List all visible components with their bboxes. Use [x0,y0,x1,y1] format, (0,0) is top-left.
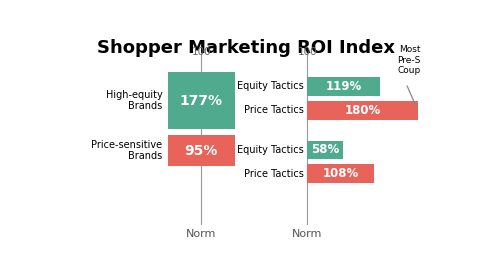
Text: Shopper Marketing ROI Index: Shopper Marketing ROI Index [97,39,395,57]
Text: 100: 100 [192,47,211,57]
FancyBboxPatch shape [307,164,373,183]
Text: 180%: 180% [345,104,381,117]
FancyBboxPatch shape [307,101,418,120]
Text: Price Tactics: Price Tactics [244,169,304,179]
Text: Price Tactics: Price Tactics [244,105,304,115]
FancyBboxPatch shape [168,135,235,166]
Text: Norm: Norm [292,229,323,239]
Text: 100: 100 [298,47,317,57]
Text: 95%: 95% [185,144,218,158]
FancyBboxPatch shape [168,72,235,129]
Text: 177%: 177% [180,93,223,107]
FancyBboxPatch shape [307,140,343,159]
Text: Price-sensitive
Brands: Price-sensitive Brands [91,140,162,161]
Text: 119%: 119% [326,80,362,93]
Text: Most
Pre-S
Coup: Most Pre-S Coup [397,45,421,75]
Text: Equity Tactics: Equity Tactics [237,145,304,155]
Text: Norm: Norm [186,229,216,239]
Text: High-equity
Brands: High-equity Brands [106,90,162,111]
Text: 108%: 108% [323,167,359,180]
FancyBboxPatch shape [307,77,381,96]
Text: 58%: 58% [311,143,339,156]
Text: Equity Tactics: Equity Tactics [237,82,304,92]
